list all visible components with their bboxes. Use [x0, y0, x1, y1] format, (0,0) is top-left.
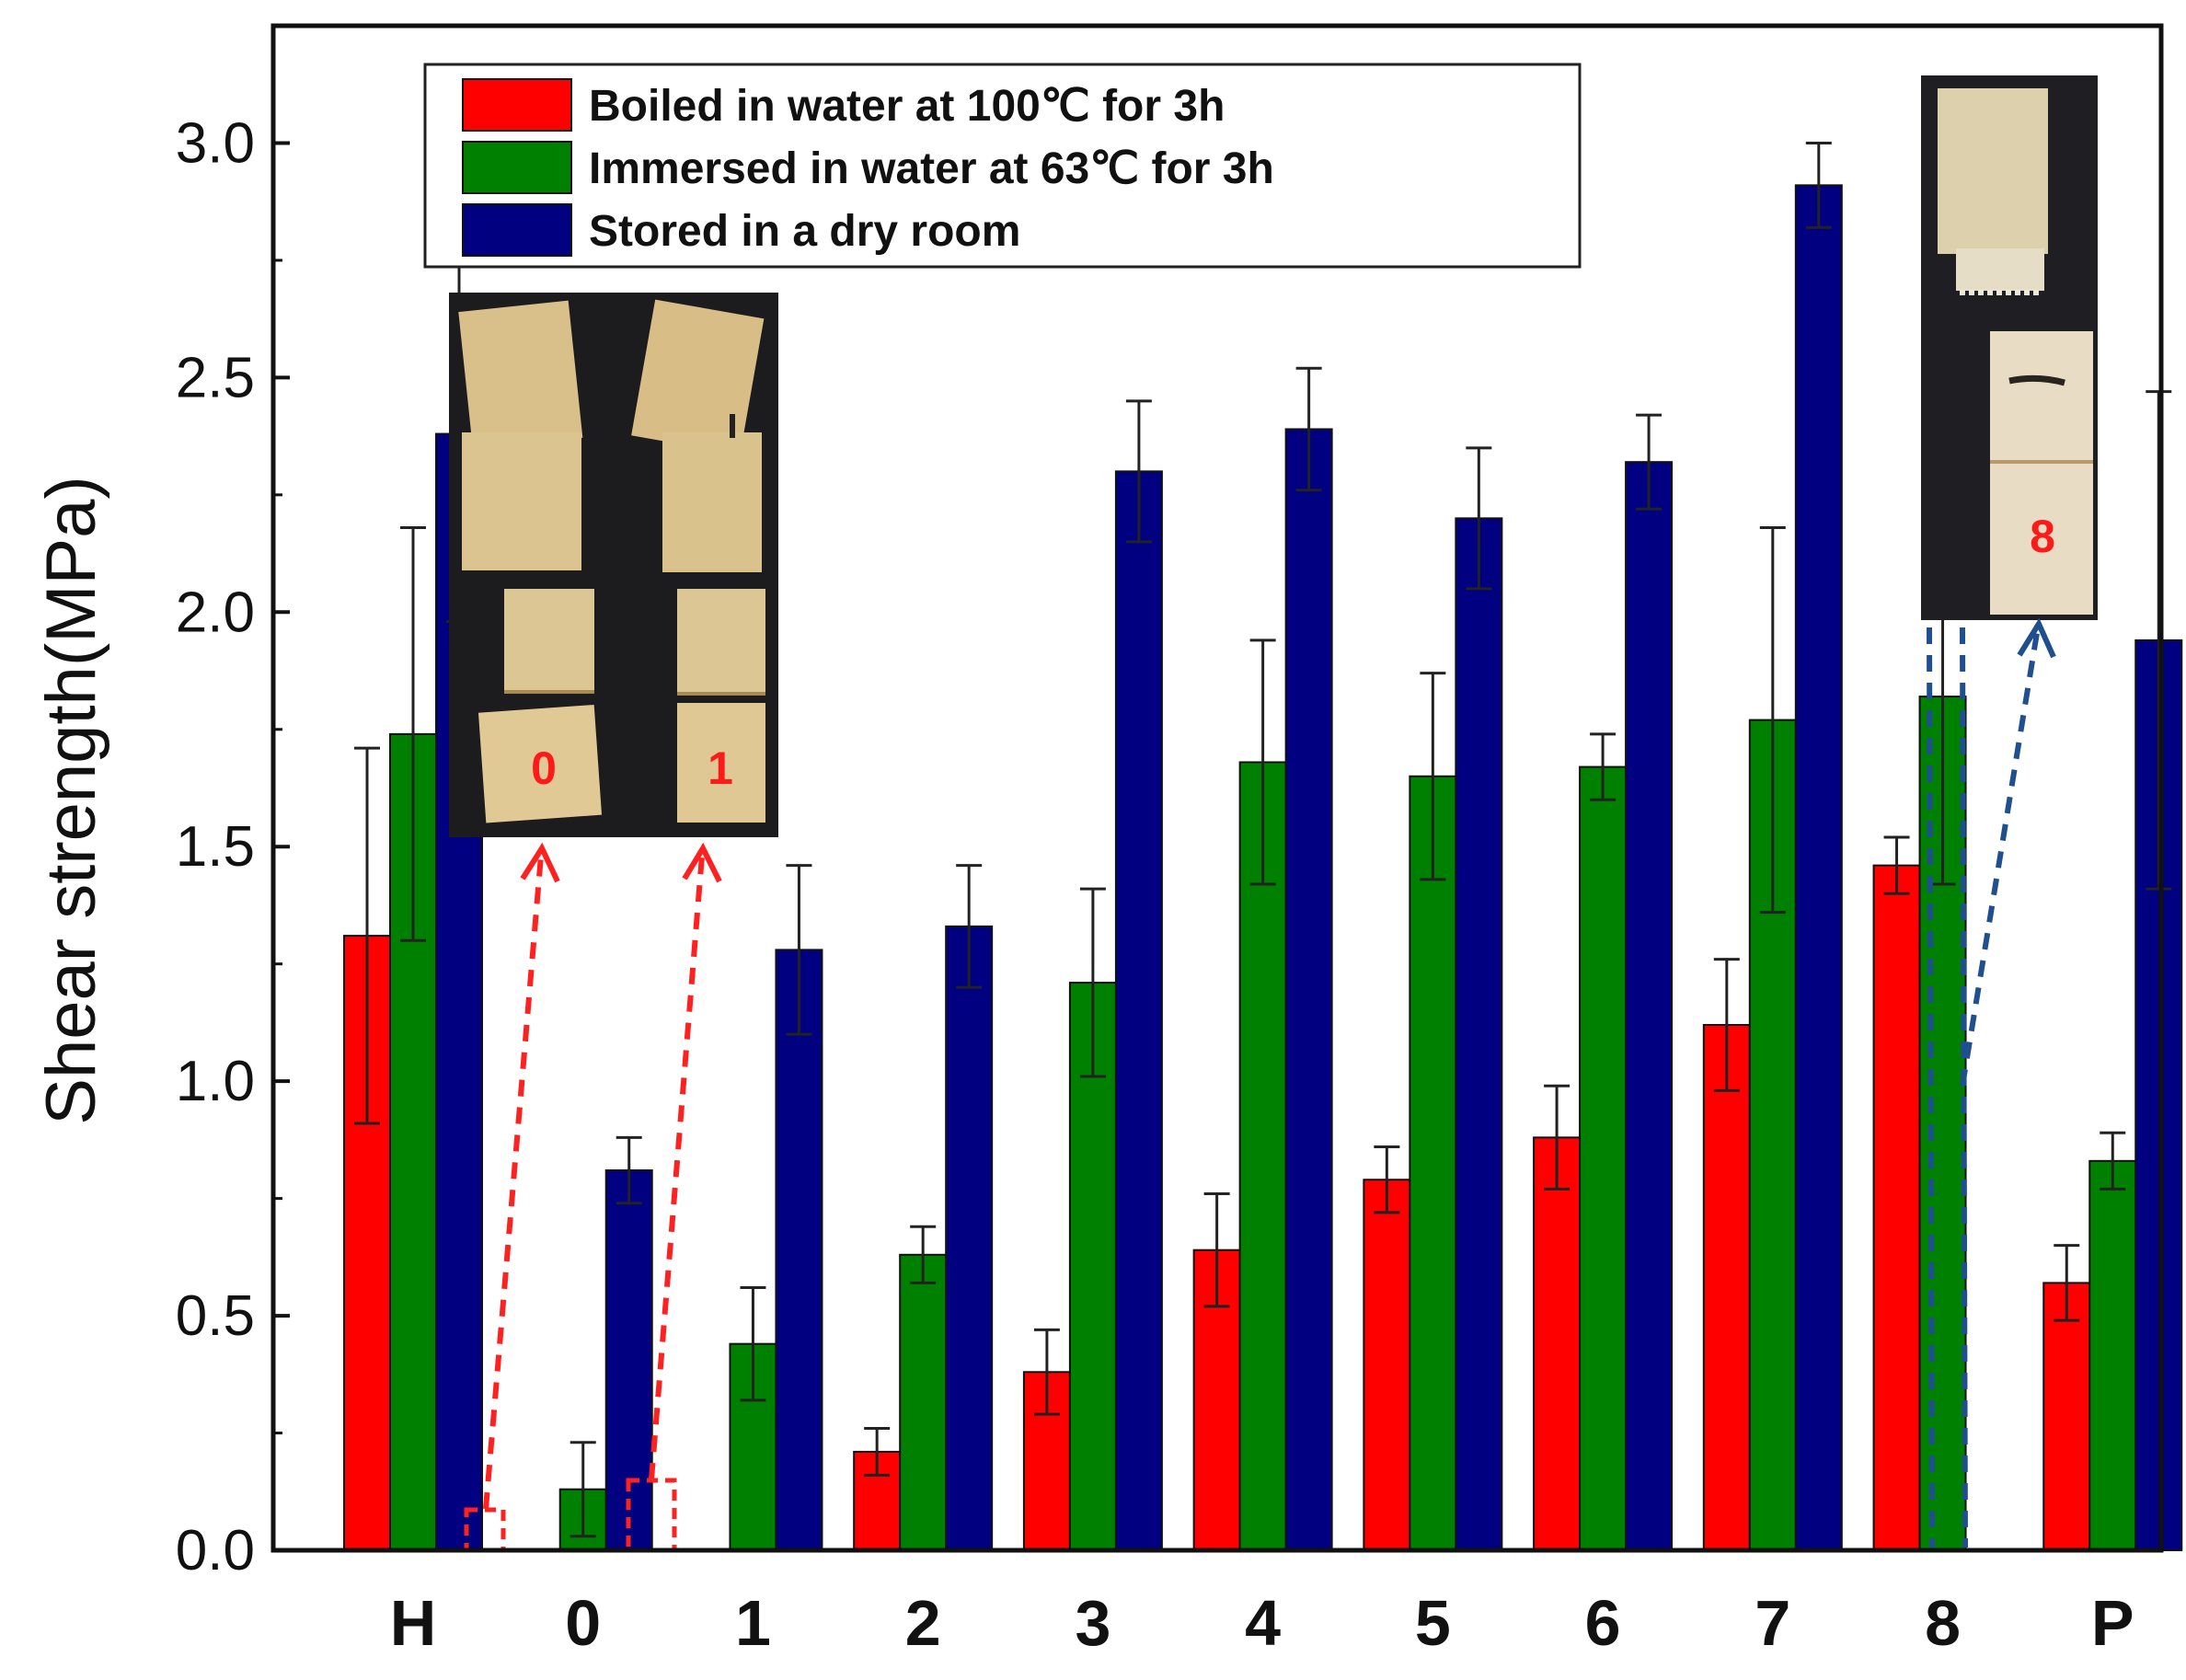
x-tick-label-6: 6: [1585, 1587, 1621, 1659]
x-tick-label-H: H: [390, 1587, 437, 1659]
blue-marker-right: [1960, 627, 1968, 1548]
blue-arrowhead: [2017, 617, 2056, 659]
photo-inset-right: [1921, 75, 2098, 620]
y-axis-label: Shear strength(MPa): [32, 476, 110, 1124]
bar-5-series-1: [1363, 1179, 1411, 1552]
legend: Boiled in water at 100℃ for 3h Immersed i…: [423, 63, 1582, 269]
bar-1-series-3: [775, 949, 823, 1552]
bar-8-series-1: [1872, 864, 1921, 1551]
red-arrowhead-0: [520, 842, 560, 883]
y-tick-label: 1.0: [176, 1050, 255, 1113]
x-tick-label-P: P: [2091, 1587, 2134, 1659]
y-tick-label: 1.5: [176, 815, 255, 879]
legend-label-3: Stored in a dry room: [589, 207, 1020, 256]
x-tick-label-1: 1: [735, 1587, 771, 1659]
bar-2-series-3: [945, 925, 994, 1551]
y-tick-label: 2.5: [176, 346, 255, 409]
y-tick-label: 3.0: [176, 111, 255, 175]
bar-7-series-3: [1794, 184, 1843, 1552]
legend-box: [423, 63, 1582, 269]
legend-swatch-3: [462, 203, 572, 257]
bar-3-series-3: [1114, 470, 1163, 1551]
bar-2-series-2: [899, 1253, 948, 1551]
plot-frame: [270, 23, 2164, 1553]
x-tick-label-2: 2: [905, 1587, 941, 1659]
x-tick-label-5: 5: [1415, 1587, 1451, 1659]
blue-marker-left: [1927, 627, 1935, 1548]
blue-arrow: [1960, 632, 2040, 1087]
bar-5-series-3: [1455, 517, 1503, 1551]
y-axis: 0.0 0.5 1.0 1.5 2.0 2.5 3.0: [176, 111, 290, 1582]
bar-4-series-2: [1238, 761, 1287, 1551]
x-tick-label-8: 8: [1925, 1587, 1961, 1659]
bar-7-series-1: [1702, 1023, 1751, 1551]
y-tick-label: 0.0: [176, 1519, 255, 1582]
bar-P-series-2: [2088, 1159, 2137, 1551]
x-axis: H 0 1 2 3 4 5 6 7 8 P: [390, 1587, 2134, 1659]
legend-swatch-1: [462, 78, 572, 132]
x-tick-label-0: 0: [565, 1587, 601, 1659]
photo-label-0: 0: [531, 742, 557, 794]
y-tick-label: 2.0: [176, 581, 255, 644]
bar-P-series-1: [2042, 1282, 2091, 1551]
legend-swatch-2: [462, 141, 572, 194]
x-tick-label-3: 3: [1075, 1587, 1110, 1659]
x-tick-label-4: 4: [1245, 1587, 1281, 1659]
photo-label-8: 8: [2030, 511, 2055, 562]
bar-6-series-3: [1625, 461, 1674, 1551]
bar-6-series-2: [1579, 765, 1628, 1551]
photo-label-1: 1: [708, 742, 733, 794]
bar-0-series-3: [604, 1169, 653, 1552]
legend-label-2: Immersed in water at 63℃ for 3h: [589, 144, 1274, 193]
bar-6-series-1: [1533, 1136, 1582, 1551]
x-tick-label-7: 7: [1755, 1587, 1790, 1659]
red-arrow-1: [649, 855, 705, 1480]
red-arrowhead-1: [682, 842, 722, 883]
bar-4-series-3: [1284, 428, 1333, 1552]
legend-label-1: Boiled in water at 100℃ for 3h: [589, 82, 1225, 131]
photo-inset-left: [449, 293, 778, 837]
error-bars-group: [354, 141, 2172, 1538]
y-tick-label: 0.5: [176, 1284, 255, 1348]
photo-labels: 0 1 8: [531, 511, 2055, 794]
bar-5-series-2: [1409, 775, 1457, 1551]
